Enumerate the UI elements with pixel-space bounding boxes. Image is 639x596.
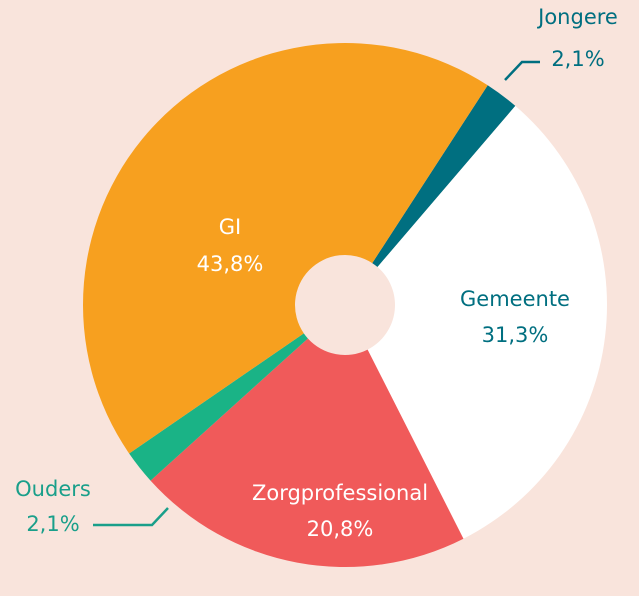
slice xyxy=(367,105,608,539)
value-label: 20,8% xyxy=(307,517,374,541)
leader-line xyxy=(504,60,540,81)
slice-label: GI xyxy=(219,215,241,239)
slice-label: Ouders xyxy=(15,477,91,501)
slice-label: Jongere xyxy=(536,5,618,29)
value-label: 2,1% xyxy=(551,47,604,71)
slice xyxy=(129,333,308,481)
slice xyxy=(83,43,488,454)
value-label: 43,8% xyxy=(197,252,264,276)
slice-label: Zorgprofessional xyxy=(252,481,428,505)
leader-line xyxy=(93,507,169,527)
value-label: 2,1% xyxy=(26,512,79,536)
slice-label: Gemeente xyxy=(460,287,570,311)
slice xyxy=(372,85,516,268)
value-label: 31,3% xyxy=(482,323,549,347)
slice xyxy=(150,338,464,567)
